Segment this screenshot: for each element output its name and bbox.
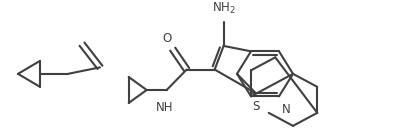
Text: NH$_2$: NH$_2$: [211, 1, 235, 16]
Text: S: S: [252, 100, 259, 113]
Text: N: N: [281, 103, 290, 116]
Text: O: O: [162, 32, 171, 45]
Text: NH: NH: [155, 101, 173, 114]
